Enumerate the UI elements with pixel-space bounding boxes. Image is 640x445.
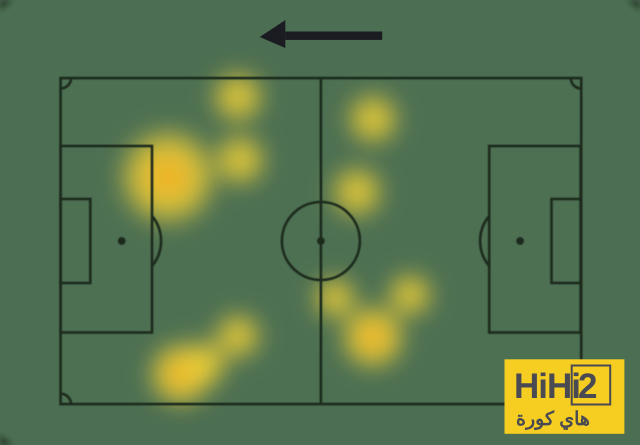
svg-text:HiHi: HiHi: [514, 367, 580, 406]
svg-text:هاي كورة: هاي كورة: [516, 409, 590, 431]
svg-text:2: 2: [578, 367, 597, 406]
